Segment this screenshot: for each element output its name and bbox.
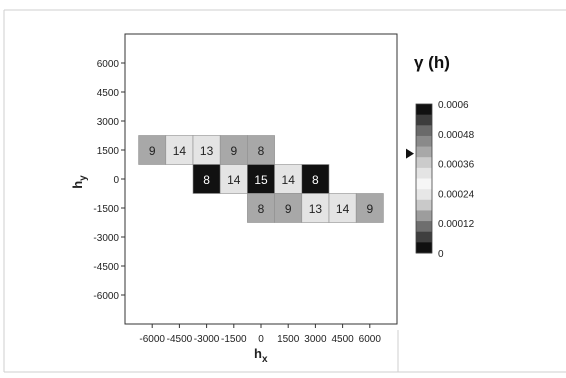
y-axis-label-main: h bbox=[70, 181, 85, 189]
x-tick-label: -3000 bbox=[194, 334, 220, 345]
colorbar-segment bbox=[416, 146, 432, 158]
x-axis-label-main: h bbox=[254, 346, 262, 361]
heatmap-cells: 9 14 13 9 8 8 14 15 14 8 8 9 13 14 9 bbox=[138, 135, 384, 223]
cell-count-label: 9 bbox=[366, 202, 373, 216]
x-tick-label: 3000 bbox=[304, 334, 327, 345]
cell-count-label: 13 bbox=[309, 202, 323, 216]
colorbar bbox=[415, 103, 433, 254]
colorbar-segment bbox=[416, 135, 432, 147]
cell-count-label: 8 bbox=[258, 144, 265, 158]
cell-count-label: 14 bbox=[227, 173, 241, 187]
colorbar-segment bbox=[416, 114, 432, 126]
y-tick-label: 3000 bbox=[97, 117, 120, 128]
cell-count-label: 14 bbox=[173, 144, 187, 158]
x-tick-label: -4500 bbox=[167, 334, 193, 345]
x-tick-label: 1500 bbox=[277, 334, 300, 345]
y-tick-label: 1500 bbox=[97, 146, 120, 157]
heatmap-cell bbox=[355, 193, 384, 223]
colorbar-segment bbox=[416, 221, 432, 233]
cell-count-label: 15 bbox=[254, 173, 268, 187]
colorbar-label: 0.00012 bbox=[438, 219, 475, 230]
x-axis-label-subscript: x bbox=[262, 354, 268, 365]
y-tick-label: 4500 bbox=[97, 88, 120, 99]
colorbar-segment bbox=[416, 231, 432, 243]
plot-area: 9 14 13 9 88 14 15 14 88 9 13 14 9 -6000 -4500 -3000 -1… bbox=[93, 33, 398, 345]
x-tick-label: 6000 bbox=[359, 334, 382, 345]
y-tick-label: -4500 bbox=[93, 262, 119, 273]
heatmap-cell bbox=[274, 193, 303, 223]
colorbar-segment bbox=[416, 157, 432, 169]
colorbar-segment bbox=[416, 178, 432, 190]
colorbar-segment bbox=[416, 167, 432, 179]
y-tick-label: -1500 bbox=[93, 204, 119, 215]
cell-count-label: 14 bbox=[336, 202, 350, 216]
cell-count-label: 14 bbox=[282, 173, 296, 187]
colorbar-label: 0.00048 bbox=[438, 130, 475, 141]
heatmap-cell bbox=[138, 135, 167, 165]
cell-count-label: 9 bbox=[149, 144, 156, 158]
colorbar-segment bbox=[416, 199, 432, 211]
colorbar-label: 0.0006 bbox=[438, 100, 469, 111]
colorbar-labels: 0.0006 0.00048 0.00036 0.00024 0.00012 0 bbox=[438, 100, 475, 260]
x-axis-label: hx bbox=[254, 346, 268, 365]
heatmap-cell bbox=[247, 193, 275, 223]
x-tick-label: -1500 bbox=[221, 334, 247, 345]
colorbar-label: 0.00036 bbox=[438, 160, 475, 171]
colorbar-label: 0.00024 bbox=[438, 189, 475, 200]
heatmap-cell bbox=[301, 164, 330, 194]
y-axis-ticks: 6000 4500 3000 1500 0 -1500 -3000 -4500 -6000 bbox=[93, 59, 125, 302]
heatmap-cell bbox=[192, 164, 221, 194]
x-tick-label: -6000 bbox=[139, 334, 165, 345]
heatmap-cell bbox=[274, 164, 303, 194]
colorbar-marker-icon bbox=[406, 148, 414, 159]
x-axis-ticks: -6000 -4500 -3000 -1500 0 1500 3000 4500 6000 bbox=[139, 324, 381, 345]
y-axis-label-subscript: y bbox=[78, 175, 89, 181]
cell-count-label: 8 bbox=[203, 173, 210, 187]
y-tick-label: -6000 bbox=[93, 291, 119, 302]
cell-count-label: 8 bbox=[312, 173, 319, 187]
cell-count-label: 9 bbox=[285, 202, 292, 216]
cell-count-label: 8 bbox=[258, 202, 265, 216]
y-tick-label: -3000 bbox=[93, 233, 119, 244]
heatmap-cell bbox=[247, 164, 275, 194]
cell-count-label: 13 bbox=[200, 144, 214, 158]
heatmap-cell bbox=[165, 135, 194, 165]
legend-title: γ (h) bbox=[414, 53, 450, 72]
colorbar-segment bbox=[416, 242, 432, 254]
y-tick-label: 0 bbox=[113, 175, 119, 186]
x-tick-label: 0 bbox=[258, 334, 264, 345]
heatmap-cell bbox=[192, 135, 221, 165]
colorbar-segment bbox=[416, 125, 432, 137]
colorbar-segment bbox=[416, 210, 432, 222]
heatmap-cell bbox=[328, 193, 357, 223]
colorbar-segment bbox=[416, 189, 432, 201]
colorbar-segment bbox=[416, 104, 432, 116]
colorbar-label: 0 bbox=[438, 249, 444, 260]
y-tick-label: 6000 bbox=[97, 59, 120, 70]
cell-count-label: 9 bbox=[230, 144, 237, 158]
colorbar-frame bbox=[415, 103, 433, 254]
x-tick-label: 4500 bbox=[331, 334, 354, 345]
y-axis-label: hy bbox=[70, 175, 89, 189]
heatmap-cell bbox=[301, 193, 330, 223]
